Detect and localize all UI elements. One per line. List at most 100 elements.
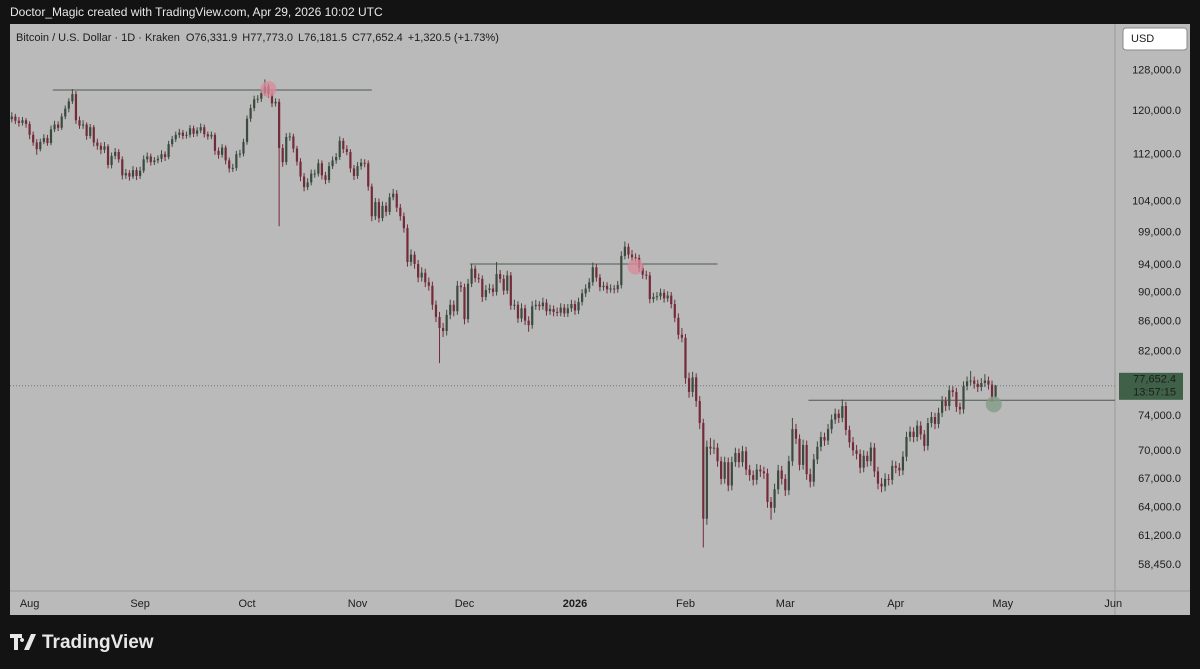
candle-body xyxy=(491,288,495,293)
candle-body xyxy=(178,132,181,135)
candle-body xyxy=(185,134,188,136)
x-tick-label: Oct xyxy=(238,598,255,610)
candle-body xyxy=(206,134,209,137)
candle-body xyxy=(983,380,987,383)
candle-body xyxy=(181,132,184,136)
candle-body xyxy=(687,378,691,392)
candle-body xyxy=(859,453,862,468)
candle-body xyxy=(873,447,876,472)
candle-body xyxy=(666,295,669,299)
candle-body xyxy=(160,154,163,159)
candle-body xyxy=(474,268,477,279)
y-tick-label: 120,000.0 xyxy=(1132,105,1181,117)
candle-body xyxy=(563,307,566,314)
candle-body xyxy=(926,423,929,446)
candle-body xyxy=(110,155,113,165)
candle-body xyxy=(188,128,192,135)
candle-body xyxy=(883,478,887,487)
candle-body xyxy=(887,478,890,480)
candle-body xyxy=(670,295,673,305)
candle-body xyxy=(392,193,395,198)
candle-body xyxy=(117,151,120,160)
currency-label: USD xyxy=(1131,33,1154,45)
candle-body xyxy=(370,186,373,217)
candle-body xyxy=(106,146,110,165)
candle-body xyxy=(96,142,99,146)
candle-body xyxy=(220,147,224,155)
x-tick-label: Aug xyxy=(20,598,40,610)
candle-body xyxy=(933,417,937,424)
candle-body xyxy=(965,381,969,387)
candle-body xyxy=(641,267,644,275)
candle-body xyxy=(231,167,234,169)
candle-body xyxy=(645,274,648,276)
candle-body xyxy=(584,288,587,294)
ohlc-prefix: L xyxy=(298,32,304,44)
candle-body xyxy=(673,304,676,318)
candle-body xyxy=(46,138,49,144)
candle-body xyxy=(71,94,74,102)
candle-body xyxy=(324,175,327,181)
candle-body xyxy=(705,446,708,519)
candle-body xyxy=(28,123,31,135)
candle-body xyxy=(730,462,733,486)
candle-body xyxy=(602,285,605,288)
candle-body xyxy=(124,173,127,176)
candle-body xyxy=(377,202,381,219)
candle-body xyxy=(32,134,35,143)
candle-body xyxy=(620,255,623,286)
candle-body xyxy=(85,124,88,136)
candle-body xyxy=(49,129,53,144)
candle-body xyxy=(384,205,388,212)
candle-body xyxy=(531,306,534,326)
candle-body xyxy=(335,157,338,161)
candle-body xyxy=(552,309,555,312)
candle-body xyxy=(545,302,548,312)
candle-body xyxy=(848,429,851,443)
candle-body xyxy=(235,154,238,168)
candle-body xyxy=(203,127,206,135)
candle-body xyxy=(135,170,138,176)
candle-body xyxy=(955,391,958,407)
candle-body xyxy=(541,302,545,307)
candle-body xyxy=(402,216,405,229)
candle-body xyxy=(573,304,577,311)
candle-body xyxy=(548,309,552,312)
candle-body xyxy=(570,304,573,309)
x-tick-label: Mar xyxy=(776,598,795,610)
candle-body xyxy=(634,257,637,259)
candle-body xyxy=(580,293,584,302)
candle-body xyxy=(114,151,117,156)
candle-body xyxy=(994,385,997,397)
candle-body xyxy=(459,285,463,288)
x-tick-label: Jun xyxy=(1104,598,1122,610)
candle-body xyxy=(67,101,70,109)
candle-body xyxy=(292,136,295,149)
candle-body xyxy=(894,465,897,468)
candle-body xyxy=(310,173,313,183)
candle-body xyxy=(199,127,202,131)
candle-body xyxy=(431,285,434,305)
candle-body xyxy=(816,446,819,460)
candle-body xyxy=(948,390,951,407)
candle-body xyxy=(613,288,616,290)
candle-body xyxy=(855,450,858,454)
candle-body xyxy=(270,94,274,104)
candle-body xyxy=(64,108,67,117)
candle-body xyxy=(951,390,954,392)
candle-body xyxy=(338,140,341,158)
candle-body xyxy=(691,377,694,392)
candle-body xyxy=(962,386,965,410)
x-tick-label: Nov xyxy=(348,598,368,610)
candle-body xyxy=(712,447,716,449)
candle-body xyxy=(295,148,299,162)
ohlc-prefix: O xyxy=(186,32,195,44)
currency-button[interactable] xyxy=(1122,27,1188,51)
candle-body xyxy=(274,101,277,104)
candle-body xyxy=(299,161,302,177)
candle-body xyxy=(826,429,830,441)
countdown: 13:57:15 xyxy=(1133,387,1176,399)
candle-body xyxy=(723,462,726,479)
y-tick-label: 58,450.0 xyxy=(1138,559,1181,571)
